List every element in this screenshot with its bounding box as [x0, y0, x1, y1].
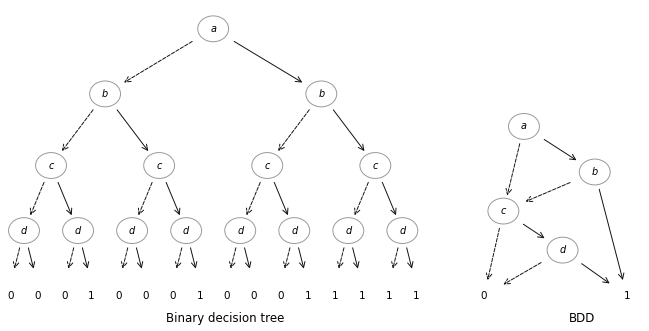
Text: 0: 0: [481, 291, 487, 301]
Ellipse shape: [306, 81, 337, 107]
Ellipse shape: [279, 218, 310, 244]
Text: 0: 0: [7, 291, 14, 301]
Text: 0: 0: [142, 291, 149, 301]
Text: b: b: [592, 167, 598, 177]
Ellipse shape: [90, 81, 121, 107]
Text: d: d: [183, 226, 190, 236]
Text: d: d: [291, 226, 297, 236]
Ellipse shape: [252, 153, 283, 178]
Text: c: c: [373, 161, 378, 170]
Text: 1: 1: [413, 291, 419, 301]
Text: b: b: [102, 89, 108, 99]
Text: a: a: [521, 121, 527, 131]
Ellipse shape: [171, 218, 202, 244]
Text: b: b: [318, 89, 324, 99]
Text: 0: 0: [223, 291, 230, 301]
Text: 1: 1: [197, 291, 203, 301]
Text: d: d: [345, 226, 351, 236]
Ellipse shape: [333, 218, 363, 244]
Text: 0: 0: [61, 291, 67, 301]
Text: d: d: [237, 226, 243, 236]
Ellipse shape: [360, 153, 391, 178]
Text: d: d: [559, 245, 566, 255]
Text: a: a: [210, 24, 216, 34]
Text: d: d: [21, 226, 27, 236]
Text: d: d: [75, 226, 81, 236]
Text: c: c: [156, 161, 162, 170]
Text: Binary decision tree: Binary decision tree: [165, 312, 284, 325]
Ellipse shape: [488, 198, 519, 224]
Ellipse shape: [62, 218, 93, 244]
Text: 1: 1: [386, 291, 392, 301]
Text: 0: 0: [169, 291, 176, 301]
Text: 0: 0: [116, 291, 122, 301]
Text: 1: 1: [332, 291, 338, 301]
Text: c: c: [265, 161, 270, 170]
Text: 0: 0: [34, 291, 41, 301]
Text: d: d: [399, 226, 406, 236]
Text: 1: 1: [358, 291, 365, 301]
Text: c: c: [48, 161, 54, 170]
Text: 0: 0: [278, 291, 284, 301]
Text: 1: 1: [88, 291, 95, 301]
Text: 1: 1: [304, 291, 311, 301]
Text: d: d: [129, 226, 135, 236]
Text: 1: 1: [624, 291, 630, 301]
Ellipse shape: [509, 114, 539, 139]
Ellipse shape: [198, 16, 228, 42]
Ellipse shape: [547, 237, 578, 263]
Ellipse shape: [580, 159, 610, 185]
Ellipse shape: [117, 218, 147, 244]
Text: c: c: [500, 206, 506, 216]
Ellipse shape: [8, 218, 40, 244]
Text: 0: 0: [251, 291, 257, 301]
Ellipse shape: [36, 153, 66, 178]
Ellipse shape: [143, 153, 175, 178]
Ellipse shape: [387, 218, 418, 244]
Text: BDD: BDD: [569, 312, 595, 325]
Ellipse shape: [225, 218, 256, 244]
